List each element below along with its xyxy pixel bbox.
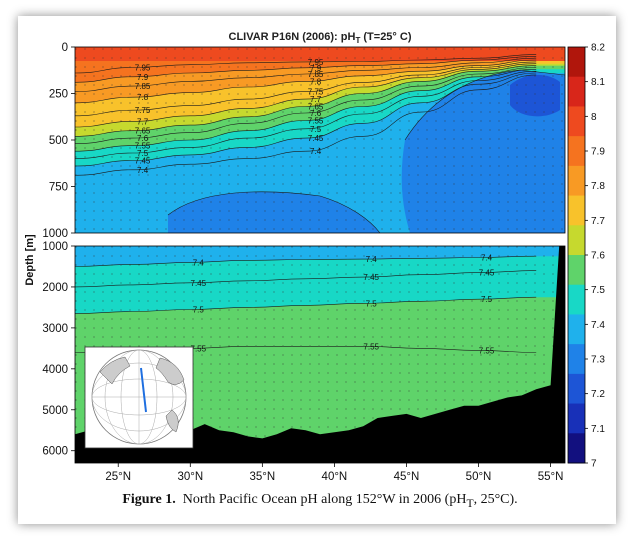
colorbar-segment bbox=[568, 433, 585, 464]
contour-label: 7.85 bbox=[308, 70, 324, 79]
y-tick-label: 3000 bbox=[42, 323, 68, 335]
contour-label: 7.65 bbox=[308, 103, 324, 112]
y-tick-label: 1000 bbox=[42, 228, 68, 240]
x-tick-label: 25°N bbox=[105, 471, 131, 483]
colorbar-segment bbox=[568, 136, 585, 167]
sample-points bbox=[75, 47, 565, 233]
contour-label: 7.9 bbox=[310, 64, 322, 73]
contour-label: 7.55 bbox=[308, 117, 324, 126]
colorbar-segment bbox=[568, 373, 585, 405]
colorbar-segment bbox=[568, 255, 585, 286]
colorbar-tick-label: 7.5 bbox=[591, 285, 605, 296]
x-tick-label: 30°N bbox=[177, 471, 203, 483]
y-axis-label: Depth [m] bbox=[24, 234, 36, 286]
colorbar-tick-label: 7 bbox=[591, 459, 597, 470]
y-tick-label: 750 bbox=[49, 182, 68, 194]
contour-label: 7.4 bbox=[137, 166, 149, 175]
y-tick-label: 0 bbox=[62, 42, 68, 54]
colorbar-tick-label: 7.3 bbox=[591, 355, 605, 366]
contour-label: 7.75 bbox=[135, 106, 151, 115]
x-tick-label: 50°N bbox=[466, 471, 492, 483]
contour-label: 7.95 bbox=[308, 58, 324, 67]
colorbar-tick-label: 7.6 bbox=[591, 251, 605, 262]
y-tick-label: 1000 bbox=[42, 241, 68, 253]
globe-inset bbox=[84, 346, 194, 449]
colorbar-segment bbox=[568, 47, 585, 78]
contour-label: 7.7 bbox=[310, 95, 322, 104]
contour-label: 7.55 bbox=[135, 142, 151, 151]
y-tick-label: 250 bbox=[49, 89, 68, 101]
colorbar-segment bbox=[568, 106, 585, 137]
contour-label: 7.45 bbox=[308, 134, 324, 143]
colorbar-segment bbox=[568, 284, 585, 315]
colorbar-tick-label: 7.4 bbox=[591, 320, 605, 331]
contour-label: 7.65 bbox=[135, 127, 151, 136]
colorbar-tick-label: 7.9 bbox=[591, 147, 605, 158]
colorbar-tick-label: 7.2 bbox=[591, 389, 605, 400]
caption-text-end: , 25°C). bbox=[473, 492, 518, 507]
colorbar-segment bbox=[568, 314, 585, 345]
y-tick-label: 5000 bbox=[42, 405, 68, 417]
chart-title: CLIVAR P16N (2006): pHT (T=25° C) bbox=[229, 31, 412, 45]
upper-panel: 7.957.957.97.97.857.857.87.87.757.757.77… bbox=[75, 47, 565, 233]
y-tick-label: 500 bbox=[49, 135, 68, 147]
figure-caption: Figure 1. North Pacific Ocean pH along 1… bbox=[0, 492, 640, 510]
caption-subscript: T bbox=[466, 496, 474, 510]
contour-label: 7.8 bbox=[137, 93, 149, 102]
y-tick-label: 4000 bbox=[42, 364, 68, 376]
colorbar-tick-label: 7.8 bbox=[591, 181, 605, 192]
contour-label: 7.6 bbox=[310, 109, 322, 118]
colorbar-tick-label: 8 bbox=[591, 112, 597, 123]
colorbar-segment bbox=[568, 344, 585, 375]
colorbar: 8.2 8.1 8 7.9 7.8 7.7 7.6 7.5 7.4 7.3 7.2 7.1 7 bbox=[567, 43, 605, 470]
x-tick-label: 55°N bbox=[538, 471, 564, 483]
contour-label: 7.4 bbox=[310, 147, 322, 156]
colorbar-segment bbox=[568, 76, 585, 107]
x-tick-label: 45°N bbox=[394, 471, 420, 483]
colorbar-segment bbox=[568, 165, 585, 197]
y-tick-label: 2000 bbox=[42, 282, 68, 294]
x-tick-label: 40°N bbox=[322, 471, 348, 483]
contour-label: 7.6 bbox=[137, 134, 149, 143]
figure-label: Figure 1. bbox=[122, 492, 176, 507]
contour-label: 7.9 bbox=[137, 73, 149, 82]
contour-label: 7.5 bbox=[137, 149, 149, 158]
y-tick-label: 6000 bbox=[42, 446, 68, 458]
contour-label: 7.7 bbox=[137, 117, 149, 126]
contour-label: 7.75 bbox=[308, 88, 324, 97]
colorbar-tick-label: 7.7 bbox=[591, 216, 605, 227]
contour-label: 7.45 bbox=[135, 157, 151, 166]
cruise-track-line bbox=[140, 367, 147, 413]
colorbar-segment bbox=[568, 195, 585, 226]
colorbar-tick-label: 8.1 bbox=[591, 77, 605, 88]
colorbar-tick-label: 7.1 bbox=[591, 424, 605, 435]
colorbar-segment bbox=[568, 225, 585, 256]
colorbar-segment bbox=[568, 403, 585, 434]
colorbar-tick-label: 8.2 bbox=[591, 43, 605, 54]
contour-label: 7.95 bbox=[135, 64, 151, 73]
caption-text: North Pacific Ocean pH along 152°W in 20… bbox=[182, 492, 467, 507]
x-tick-label: 35°N bbox=[250, 471, 276, 483]
contour-label: 7.8 bbox=[310, 77, 322, 86]
panel-border bbox=[74, 245, 566, 464]
contour-label: 7.5 bbox=[310, 125, 322, 134]
contour-label: 7.85 bbox=[135, 82, 151, 91]
